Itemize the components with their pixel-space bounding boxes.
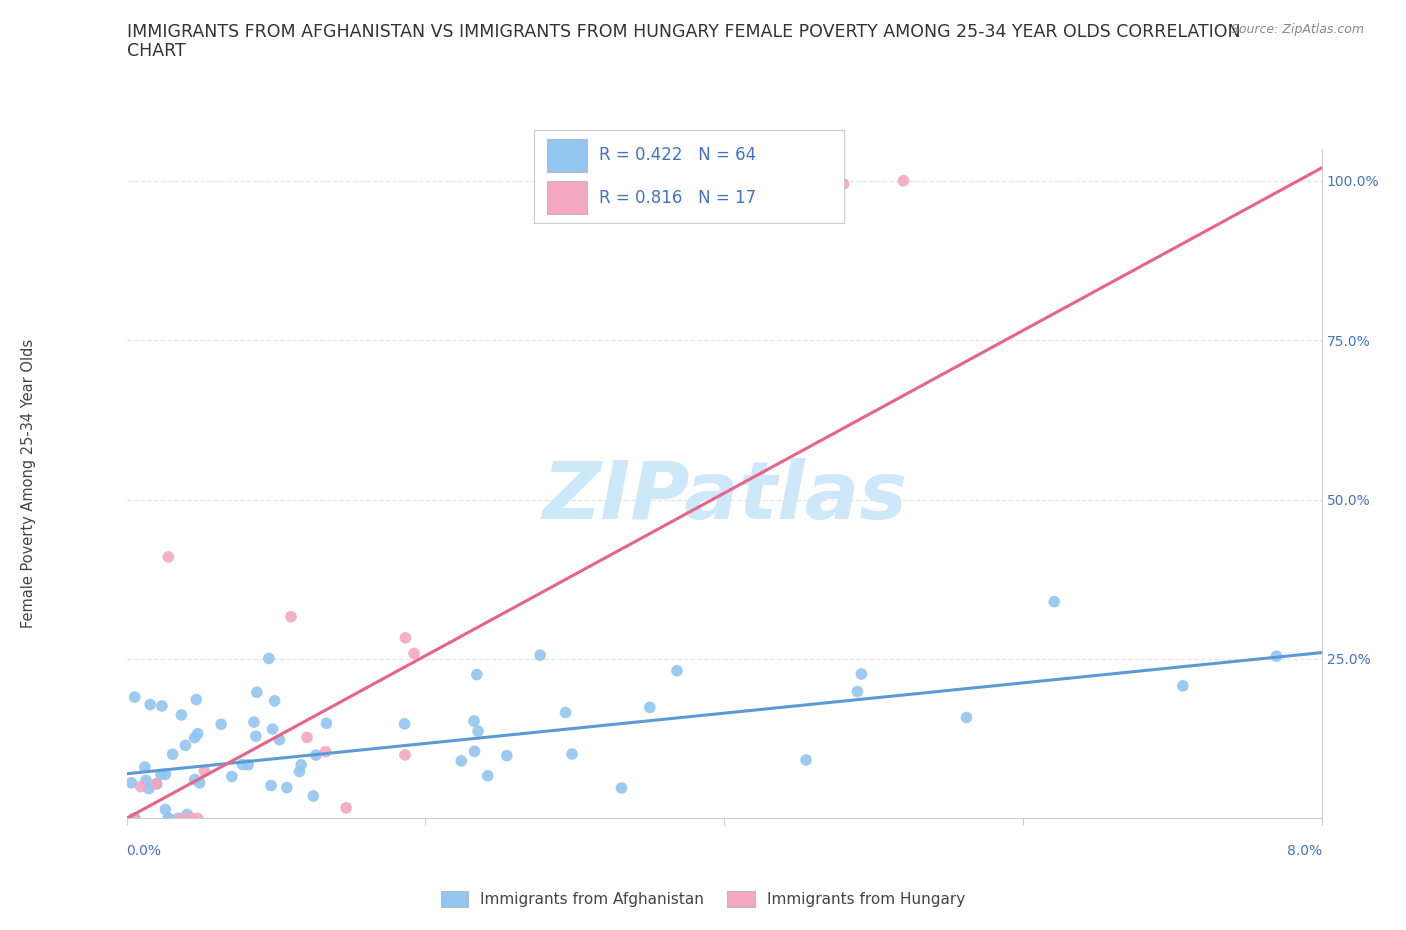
Bar bbox=[547, 140, 586, 172]
Text: 8.0%: 8.0% bbox=[1286, 844, 1322, 858]
Point bbox=[187, 726, 209, 741]
Point bbox=[146, 777, 169, 791]
Point bbox=[262, 722, 284, 737]
Point bbox=[260, 778, 283, 793]
Point bbox=[129, 779, 152, 794]
Point bbox=[193, 764, 215, 778]
Point bbox=[162, 747, 184, 762]
Point bbox=[157, 811, 180, 826]
Point bbox=[149, 767, 172, 782]
Point bbox=[231, 757, 253, 772]
Point bbox=[394, 716, 416, 731]
Point bbox=[176, 807, 198, 822]
Point bbox=[1171, 678, 1194, 693]
Point bbox=[243, 714, 266, 729]
Point bbox=[170, 708, 193, 723]
Point bbox=[135, 773, 157, 788]
Point bbox=[665, 663, 688, 678]
Text: Female Poverty Among 25-34 Year Olds: Female Poverty Among 25-34 Year Olds bbox=[21, 339, 35, 628]
Point bbox=[335, 801, 357, 816]
Point bbox=[134, 760, 156, 775]
Point bbox=[450, 753, 472, 768]
Point bbox=[145, 777, 167, 791]
Point bbox=[467, 724, 489, 738]
Point bbox=[122, 811, 145, 826]
Point bbox=[122, 811, 145, 826]
Point bbox=[150, 698, 173, 713]
Point bbox=[246, 684, 269, 699]
Point bbox=[124, 690, 146, 705]
Point bbox=[139, 698, 162, 712]
Point bbox=[257, 651, 280, 666]
Point bbox=[529, 647, 551, 662]
Point bbox=[186, 692, 208, 707]
Bar bbox=[547, 181, 586, 214]
Point bbox=[463, 713, 485, 728]
Point bbox=[245, 729, 267, 744]
Text: IMMIGRANTS FROM AFGHANISTAN VS IMMIGRANTS FROM HUNGARY FEMALE POVERTY AMONG 25-3: IMMIGRANTS FROM AFGHANISTAN VS IMMIGRANT… bbox=[127, 23, 1240, 41]
Point bbox=[851, 667, 873, 682]
Point bbox=[187, 811, 209, 826]
Point bbox=[1043, 594, 1066, 609]
Text: 0.0%: 0.0% bbox=[127, 844, 162, 858]
Point bbox=[155, 802, 177, 817]
Point bbox=[263, 694, 285, 709]
Text: CHART: CHART bbox=[127, 42, 186, 60]
Point bbox=[183, 730, 205, 745]
Point bbox=[188, 776, 211, 790]
Point bbox=[290, 757, 312, 772]
Point bbox=[124, 811, 146, 826]
Point bbox=[315, 744, 337, 759]
Point bbox=[276, 780, 298, 795]
Point bbox=[280, 609, 302, 624]
Text: R = 0.422   N = 64: R = 0.422 N = 64 bbox=[599, 146, 756, 164]
Point bbox=[638, 700, 661, 715]
Text: ZIPatlas: ZIPatlas bbox=[541, 458, 907, 536]
Point bbox=[1265, 649, 1288, 664]
Point bbox=[295, 730, 318, 745]
Point bbox=[394, 748, 416, 763]
Point bbox=[174, 737, 197, 752]
Point bbox=[477, 768, 499, 783]
Point bbox=[157, 811, 180, 826]
Point bbox=[402, 646, 425, 661]
Point bbox=[155, 767, 177, 782]
Point bbox=[120, 776, 142, 790]
Point bbox=[464, 744, 486, 759]
Point bbox=[138, 781, 160, 796]
Point bbox=[269, 732, 291, 747]
Point bbox=[554, 705, 576, 720]
Point bbox=[832, 177, 855, 192]
Point bbox=[495, 749, 517, 764]
Point bbox=[302, 789, 325, 804]
Point bbox=[209, 717, 232, 732]
Point bbox=[157, 550, 180, 565]
Point bbox=[315, 716, 337, 731]
Point bbox=[394, 631, 416, 645]
Point bbox=[170, 811, 193, 826]
Point bbox=[955, 711, 977, 725]
Point bbox=[610, 780, 633, 795]
Text: R = 0.816   N = 17: R = 0.816 N = 17 bbox=[599, 189, 756, 206]
Point bbox=[891, 173, 914, 188]
Point bbox=[184, 772, 207, 787]
Point bbox=[288, 764, 311, 779]
Point bbox=[167, 811, 190, 826]
Point bbox=[305, 748, 328, 763]
Point bbox=[846, 684, 869, 699]
Point bbox=[794, 752, 817, 767]
Point bbox=[221, 769, 243, 784]
Point bbox=[236, 757, 259, 772]
Point bbox=[465, 667, 488, 682]
Point bbox=[561, 747, 583, 762]
Legend: Immigrants from Afghanistan, Immigrants from Hungary: Immigrants from Afghanistan, Immigrants … bbox=[434, 884, 972, 913]
Text: Source: ZipAtlas.com: Source: ZipAtlas.com bbox=[1230, 23, 1364, 36]
Point bbox=[180, 811, 202, 826]
